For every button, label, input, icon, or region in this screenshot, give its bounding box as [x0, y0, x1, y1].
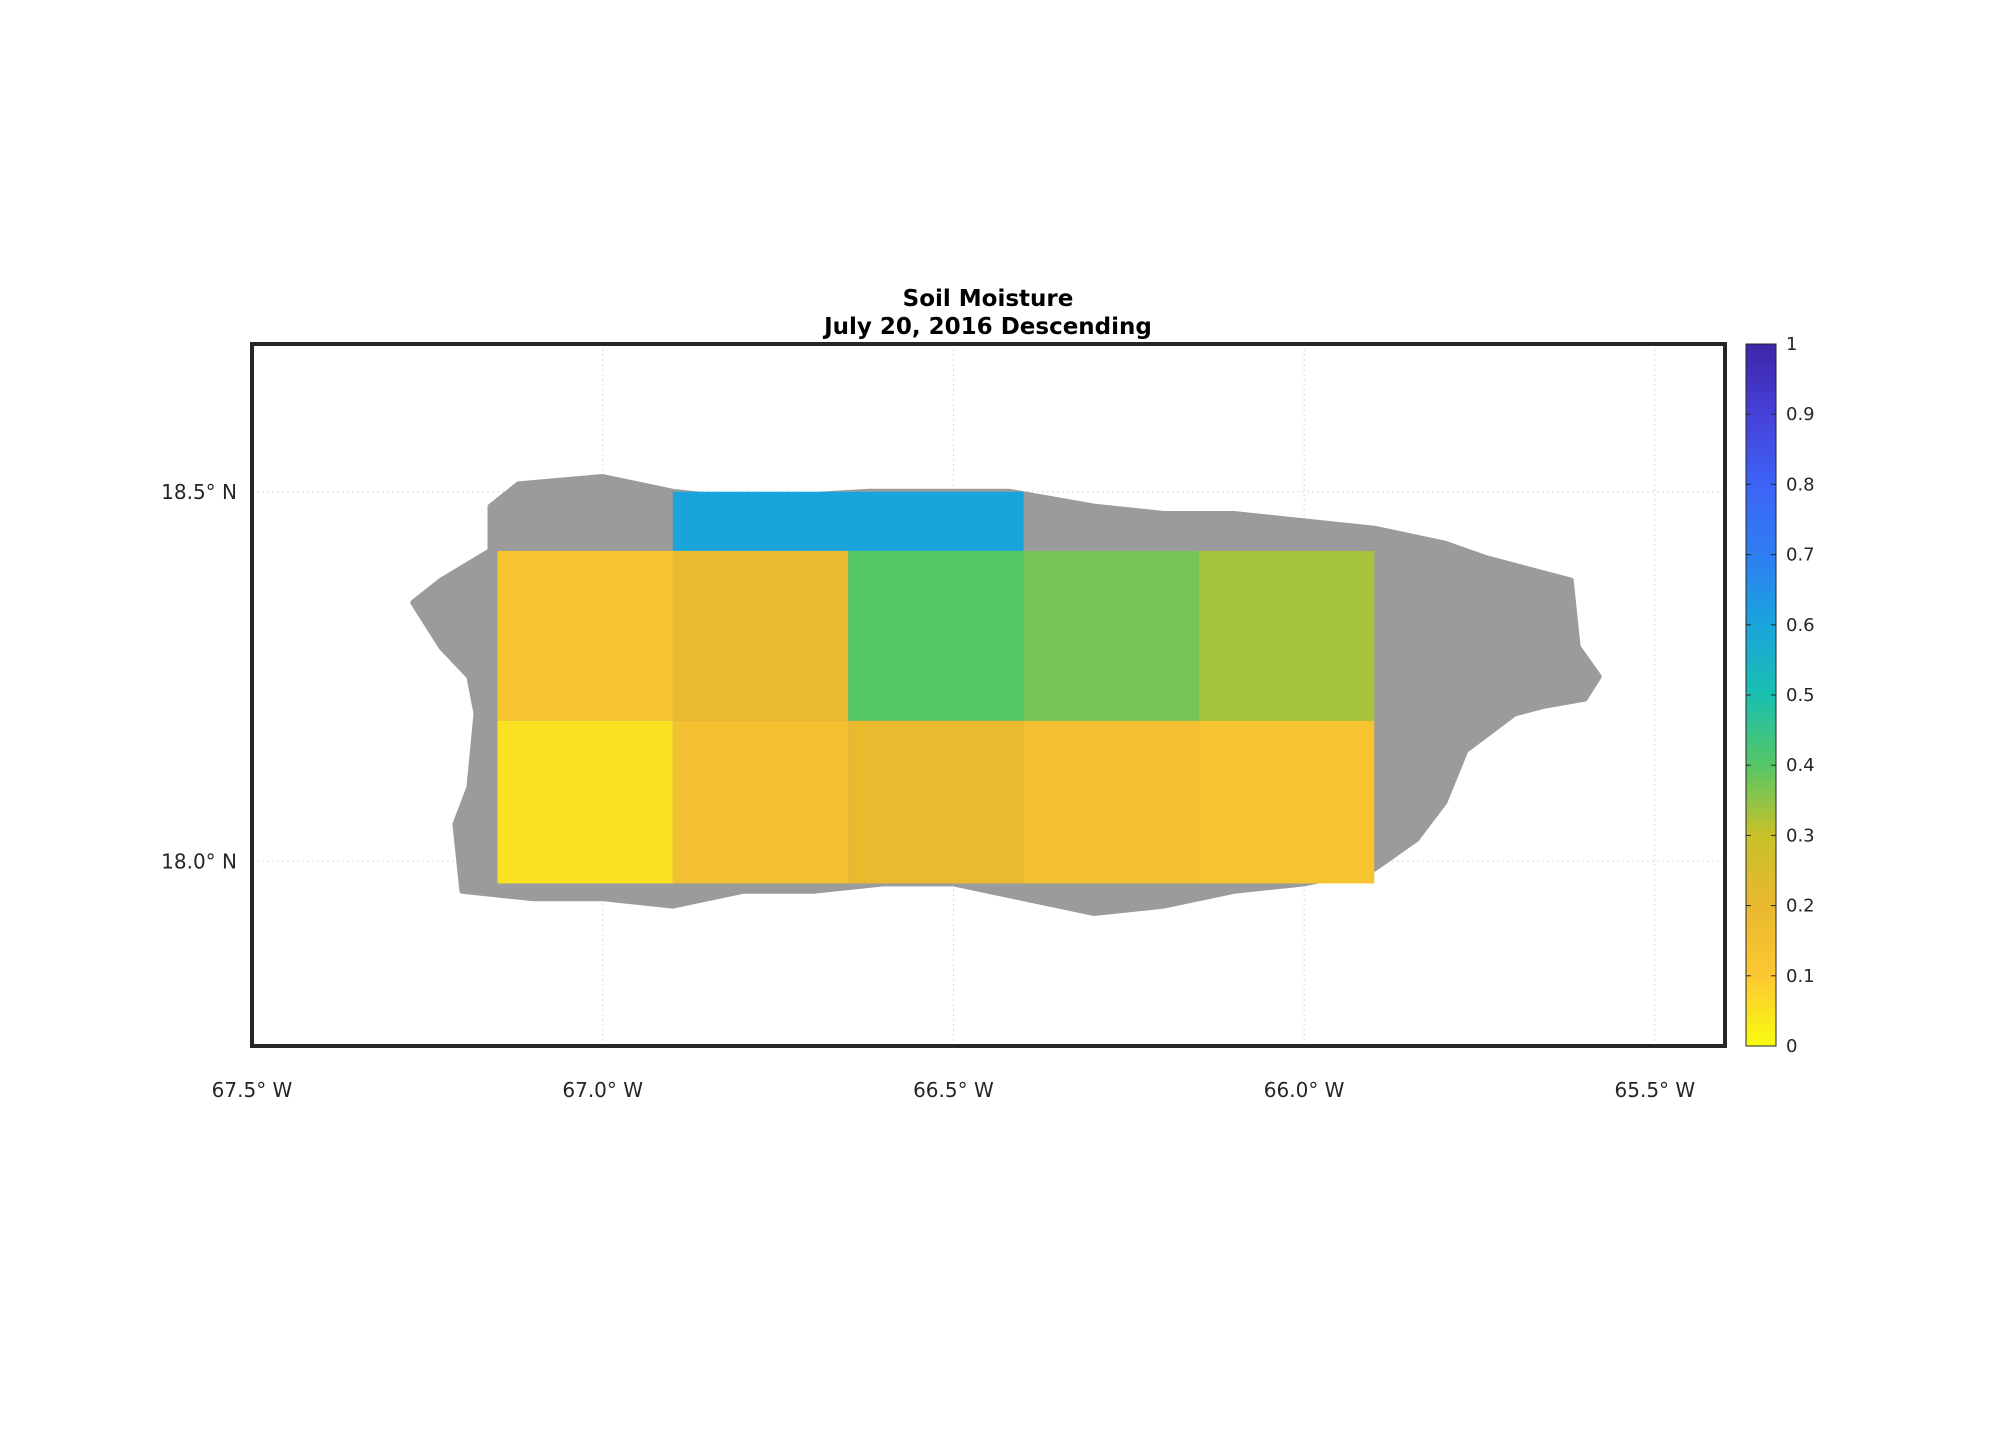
soil-moisture-cell — [848, 550, 1024, 721]
colorbar-tick-label: 0.4 — [1786, 755, 1815, 776]
colorbar-tick-label: 0 — [1786, 1036, 1797, 1057]
x-tick-label: 66.0° W — [1264, 1078, 1345, 1102]
colorbar-tick-label: 0.2 — [1786, 896, 1815, 917]
soil-moisture-cell — [672, 491, 1024, 551]
x-tick-label: 67.0° W — [562, 1078, 643, 1102]
x-tick-label: 65.5° W — [1615, 1078, 1696, 1102]
map-subtitle: July 20, 2016 Descending — [822, 314, 1152, 340]
soil-moisture-cell — [497, 550, 673, 721]
soil-moisture-cell — [1023, 720, 1199, 884]
y-tick-labels: 18.5° N 18.0° N — [161, 480, 237, 873]
y-tick-label: 18.5° N — [161, 480, 237, 504]
soil-moisture-cell — [1023, 550, 1199, 721]
plot-frame — [250, 342, 1727, 1048]
colorbar-tick-label: 0.1 — [1786, 966, 1815, 987]
colorbar-tick-label: 0.6 — [1786, 615, 1815, 636]
colorbar-tick-label: 0.3 — [1786, 825, 1815, 846]
colorbar-tick-label: 0.9 — [1786, 404, 1815, 425]
colorbar-tick-label: 1 — [1786, 334, 1797, 355]
colorbar-tick-label: 0.5 — [1786, 685, 1815, 706]
colorbar-tick-label: 0.7 — [1786, 545, 1815, 566]
colorbar-ticks: 0 0.1 0.2 0.3 0.4 0.5 0.6 0.7 0.8 0.9 1 — [1746, 334, 1815, 1057]
map-title: Soil Moisture — [903, 286, 1074, 312]
x-tick-labels: 67.5° W 67.0° W 66.5° W 66.0° W 65.5° W — [212, 1078, 1696, 1102]
soil-moisture-cell — [672, 720, 849, 884]
soil-moisture-cell — [848, 720, 1024, 884]
soil-moisture-cell — [672, 550, 849, 721]
x-tick-label: 67.5° W — [212, 1078, 293, 1102]
soil-moisture-cell — [1198, 720, 1375, 884]
soil-moisture-cell — [1198, 550, 1375, 721]
colorbar-tick-label: 0.8 — [1786, 474, 1815, 495]
x-tick-label: 66.5° W — [913, 1078, 994, 1102]
soil-moisture-cell — [497, 720, 673, 884]
y-tick-label: 18.0° N — [161, 849, 237, 873]
soil-moisture-cells — [497, 491, 1375, 884]
